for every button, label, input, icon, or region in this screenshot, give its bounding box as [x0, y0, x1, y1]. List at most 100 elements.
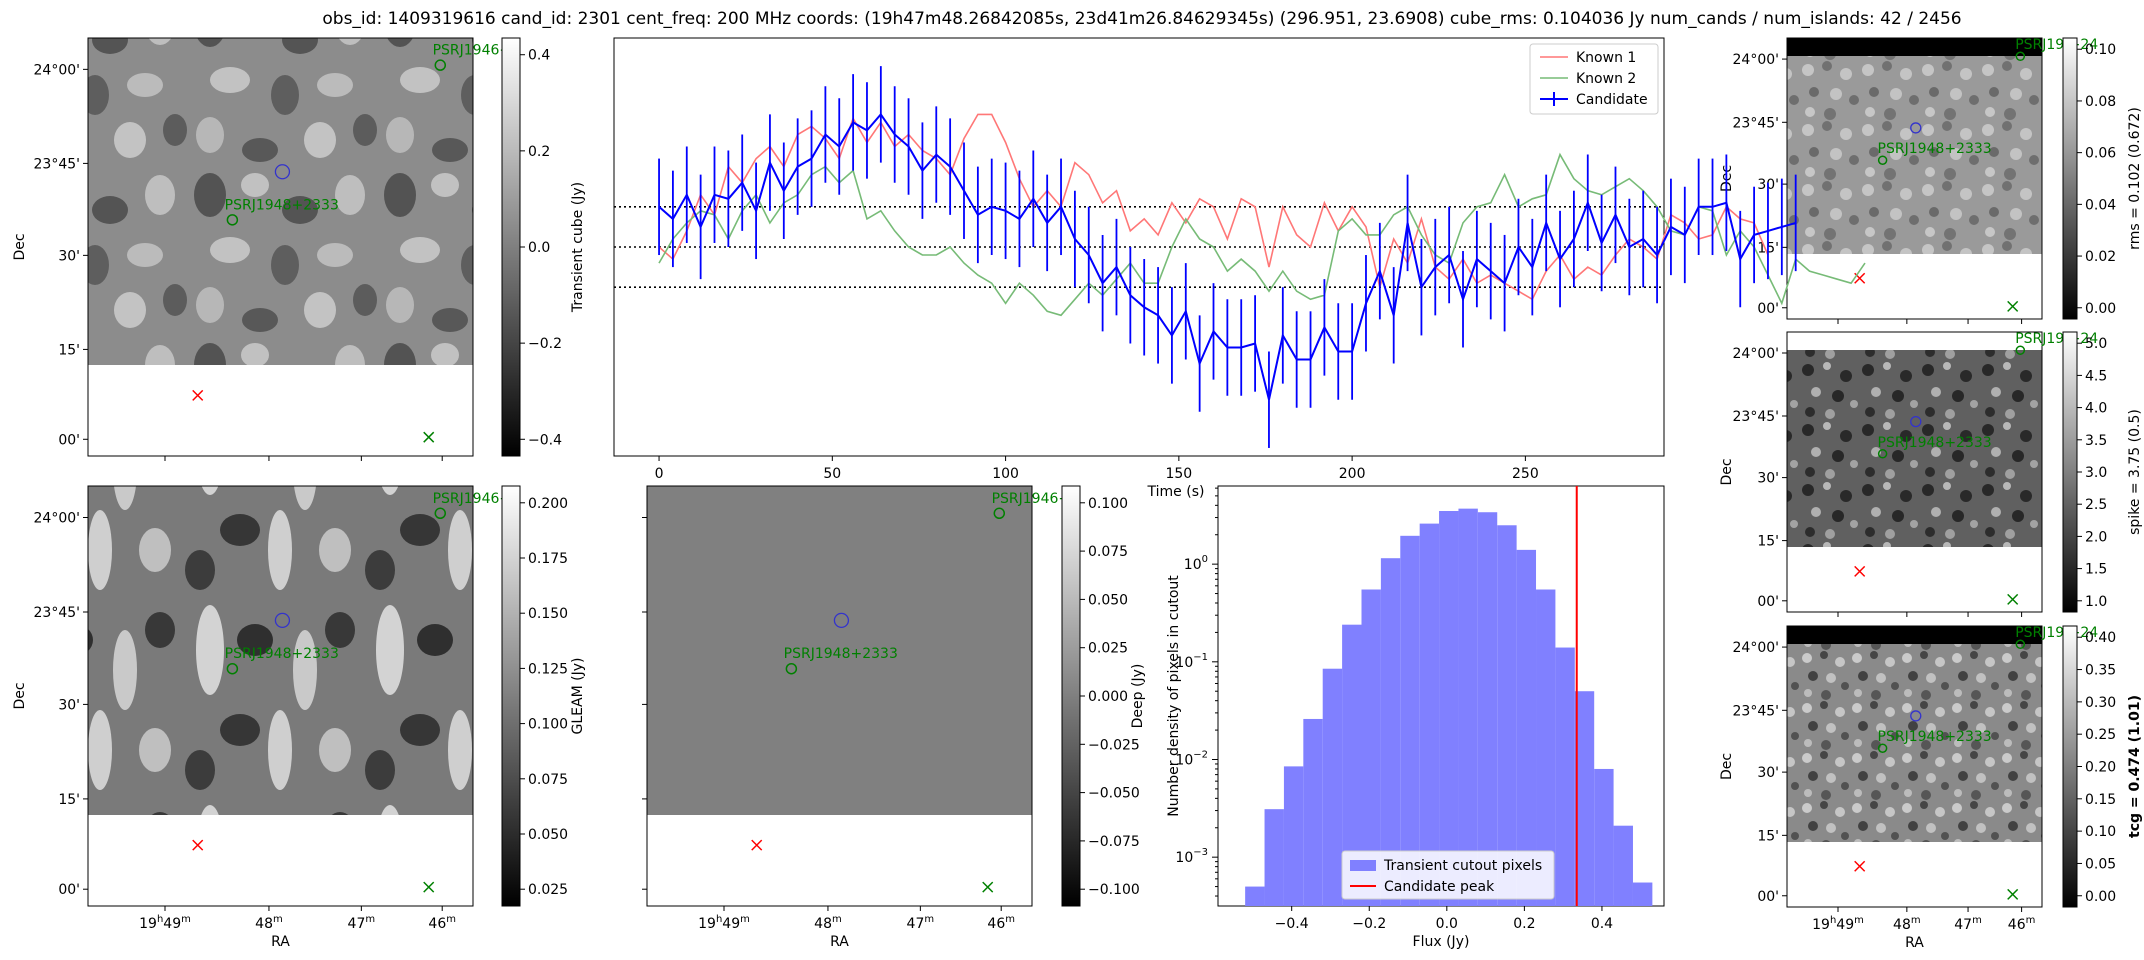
histogram-bar — [1497, 525, 1517, 906]
source-marker-psrj1946 — [2015, 639, 2026, 650]
colorbar-tick-label: −0.2 — [528, 336, 562, 352]
sky-axes-frame — [1786, 37, 2043, 320]
dec-tick-label: 15' — [1757, 534, 1779, 550]
dec-tick-label: 30' — [58, 697, 80, 713]
histogram-marks — [1245, 486, 1653, 906]
lightcurve-x-ticks: 0 50 100 150 200 250 — [655, 456, 1539, 482]
source-label-psrj1948: PSRJ1948+2333 — [1878, 729, 1992, 745]
histogram-bar — [1400, 535, 1420, 906]
histogram-bar — [1303, 718, 1323, 906]
histogram-bar — [1536, 589, 1556, 906]
dec-tick-label: 15' — [58, 342, 80, 358]
sky-image-transient — [88, 38, 473, 365]
colorbar-label-rms: rms = 0.102 (0.672) — [2127, 107, 2143, 250]
green-cross-marker — [423, 881, 435, 893]
colorbar-tick-label: 0.40 — [2085, 630, 2116, 646]
histogram-y-tick-label: 10−2 — [1175, 749, 1208, 768]
sky-image-rms — [1787, 56, 2042, 254]
sky-image-blank-strip — [1787, 38, 2042, 56]
colorbar-tick-label: 0.200 — [528, 496, 568, 512]
colorbar-spike — [2062, 331, 2078, 613]
colorbar-tick-label: 0.10 — [2085, 824, 2116, 840]
lightcurve-x-tick-label: 100 — [992, 466, 1019, 482]
dec-tick-label: 24°00' — [1733, 346, 1779, 362]
colorbar-tick-label: 0.175 — [528, 551, 568, 567]
ra-tick-label: 48m — [814, 914, 842, 932]
source-marker-psrj1948 — [1877, 155, 1888, 165]
green-cross-marker — [423, 431, 435, 443]
source-label-psrj1946: PSRJ1946+ — [992, 491, 1071, 507]
colorbar-tick-label: 0.10 — [2085, 42, 2116, 58]
ra-tick-label: 47m — [907, 914, 935, 932]
sky-image-white-strip — [1787, 332, 2042, 350]
lightcurve-legend-frame — [1529, 43, 1659, 115]
source-label-psrj1946: PSRJ1946+ — [433, 43, 512, 59]
dec-axis-label: Dec — [1719, 458, 1735, 485]
dec-tick-label: 30' — [1757, 765, 1779, 781]
colorbar-tick-label: 1.5 — [2085, 562, 2107, 578]
colorbar-tick-label: 0.050 — [528, 827, 568, 843]
sky-axes-frame — [87, 485, 474, 907]
source-marker-psrj1946 — [2015, 51, 2026, 62]
source-label-psrj1946: PSRJ1946+ — [433, 491, 512, 507]
colorbar-tick-label: 4.0 — [2085, 401, 2107, 417]
lightcurve-x-tick-label: 50 — [823, 466, 841, 482]
histogram-xlabel: Flux (Jy) — [1413, 934, 1470, 950]
colorbar-gleam — [501, 485, 521, 907]
histogram-bar — [1322, 668, 1343, 906]
ra-axis-label: RA — [271, 934, 290, 950]
source-marker-psrj1946 — [2015, 345, 2026, 355]
lightcurve-x-tick-label: 0 — [655, 466, 664, 482]
colorbar-tick-label: 0.20 — [2085, 760, 2116, 776]
sky-image-empty-region — [88, 365, 473, 456]
sky-image-tcg — [1787, 644, 2042, 842]
ra-tick-label: 47m — [1954, 915, 1982, 933]
series-line-known-1 — [658, 113, 1769, 301]
dec-tick-label: 00' — [1757, 889, 1779, 905]
sky-image-gleam — [88, 486, 473, 815]
colorbar-rms — [2062, 37, 2078, 320]
candidate-contour — [1910, 415, 1922, 428]
histogram-ticks: −0.4 −0.2 0.0 0.2 0.4 100 10−1 10−2 10−3 — [1175, 487, 1613, 932]
green-cross-marker — [2007, 888, 2019, 900]
colorbar-tick-label: 0.25 — [2085, 727, 2116, 743]
colorbar-tick-label: 1.0 — [2085, 594, 2107, 610]
colorbar-tick-label: 0.0 — [528, 240, 550, 256]
colorbar-tick-label: 0.00 — [2085, 301, 2116, 317]
lightcurve-marks — [614, 66, 1866, 448]
colorbar-tick-label: 0.125 — [528, 661, 568, 677]
sky-axes-frame — [1786, 331, 2043, 613]
colorbar-label-tcg: tcg = 0.474 (1.01) — [2127, 695, 2143, 838]
colorbar-tick-label: 0.100 — [1088, 496, 1128, 512]
dec-tick-label: 23°45' — [34, 605, 80, 621]
sky-image-empty-region — [1787, 254, 2042, 319]
candidate-contour — [1910, 122, 1922, 134]
sky-axes-frame — [1786, 625, 2043, 908]
candidate-contour — [274, 164, 291, 180]
ra-tick-label: 48m — [255, 914, 283, 932]
colorbar-tick-label: 0.15 — [2085, 792, 2116, 808]
ra-axis-label: RA — [830, 934, 849, 950]
histogram-bar — [1458, 508, 1478, 906]
ra-tick-label: 46m — [428, 914, 456, 932]
colorbar-tick-label: −0.4 — [528, 432, 562, 448]
colorbar-tick-label: 4.5 — [2085, 368, 2107, 384]
colorbar-tick-label: 0.08 — [2085, 94, 2116, 110]
series-line-candidate — [658, 112, 1796, 400]
ra-tick-label: 48m — [1893, 915, 1921, 933]
histogram-bar — [1342, 624, 1362, 906]
colorbar-tick-label: 0.04 — [2085, 197, 2116, 213]
ra-tick-label: 19h49m — [1812, 915, 1864, 933]
red-cross-marker — [192, 389, 204, 401]
red-cross-marker — [1854, 565, 1866, 577]
lightcurve-panel: 0 50 100 150 200 250 Time (s) Known 1 Known 2… — [613, 37, 1866, 500]
histogram-ylabel: Number density of pixels in cutout — [1166, 575, 1182, 817]
colorbar-tick-label: −0.100 — [1088, 882, 1140, 898]
dec-tick-label: 15' — [1757, 828, 1779, 844]
dec-axis-label: Dec — [1719, 753, 1735, 780]
histogram-bar — [1419, 523, 1440, 906]
candidate-contour — [1910, 710, 1922, 722]
histogram-bar — [1555, 647, 1575, 906]
colorbar-tick-label: 0.150 — [528, 606, 568, 622]
